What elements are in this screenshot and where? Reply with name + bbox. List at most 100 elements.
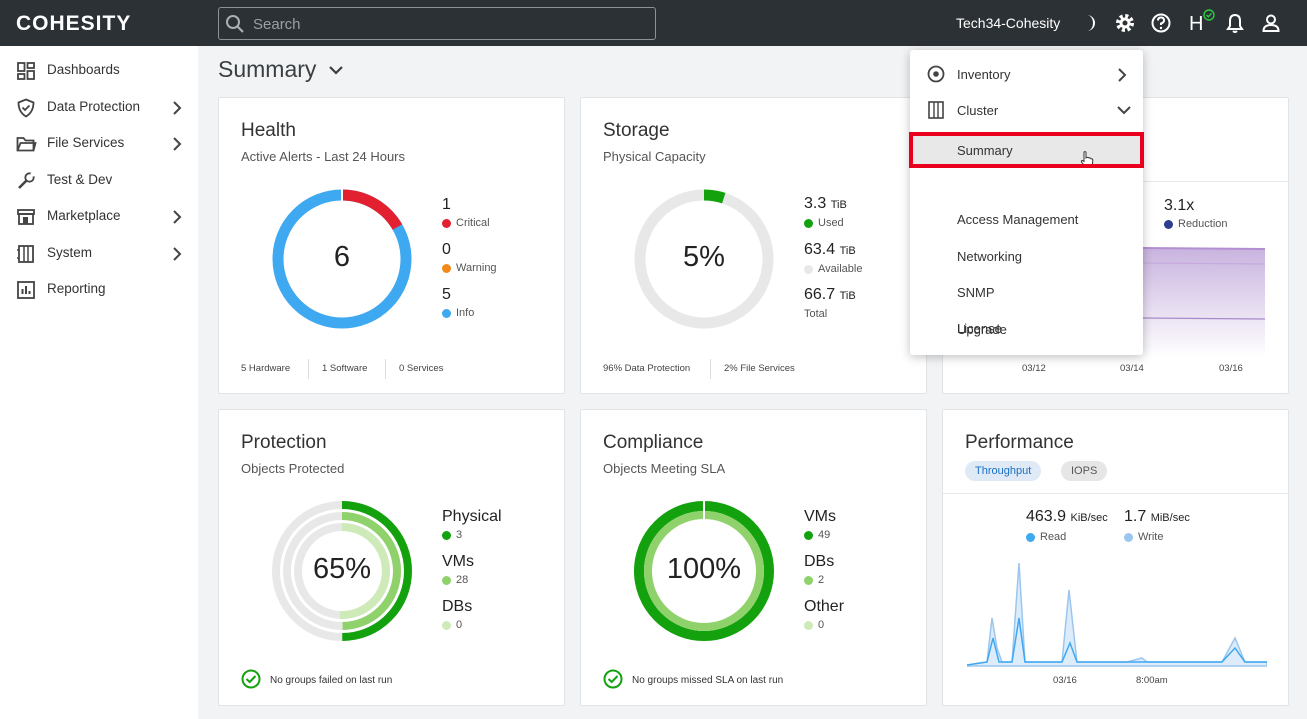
sidebar-item-label: Data Protection (47, 99, 141, 114)
read-series-line (967, 617, 1267, 666)
physical-name: Physical (442, 508, 502, 525)
page-title-text: Summary (218, 56, 317, 82)
tab-throughput[interactable]: Throughput (965, 461, 1042, 481)
moon-icon[interactable] (1078, 12, 1100, 34)
critical-label: Critical (442, 217, 490, 229)
chevron-down-icon (329, 66, 343, 75)
sidebar-item-label: File Services (47, 135, 125, 150)
read-throughput: 463.9 KiB/sec (1026, 508, 1108, 525)
search-icon (226, 15, 244, 33)
compliance-dbs-name: DBs (804, 553, 835, 570)
check-circle-icon (603, 669, 623, 689)
menu-item-networking[interactable]: Networking (910, 239, 1143, 273)
protection-percent: 65% (312, 553, 372, 585)
performance-xtick: 03/16 (1053, 675, 1077, 686)
reduction-value: 3.1x (1164, 197, 1195, 214)
dashboard-icon (17, 62, 35, 80)
gear-icon[interactable] (1114, 12, 1136, 34)
protection-vms-arc (283, 512, 401, 630)
storage-card[interactable]: Storage Physical Capacity 5% 3.3 TiB Use… (580, 97, 927, 394)
tab-iops[interactable]: IOPS (1061, 461, 1108, 481)
menu-item-label: Summary (957, 143, 1013, 158)
compliance-other-name: Other (804, 598, 845, 615)
search-box[interactable] (218, 7, 656, 40)
menu-item-label: SNMP (957, 285, 995, 300)
health-card[interactable]: Health Active Alerts - Last 24 Hours 6 1… (218, 97, 565, 394)
read-label: Read (1026, 531, 1066, 543)
protection-subtitle: Objects Protected (241, 461, 345, 476)
menu-item-label: Access Management (957, 212, 1079, 227)
summary-highlight-box (909, 132, 1144, 168)
bell-icon[interactable] (1224, 12, 1246, 34)
sidebar-item-label: Dashboards (47, 62, 120, 77)
health-icon[interactable]: H (1188, 9, 1215, 35)
warning-label: Warning (442, 262, 497, 274)
storage-total-value: 66.7 TiB (804, 286, 856, 303)
system-icon (17, 245, 34, 263)
storage-used-value: 3.3 TiB (804, 195, 847, 212)
sidebar-item-reporting[interactable]: Reporting (0, 275, 198, 305)
sidebar-item-file-services[interactable]: File Services (0, 129, 198, 159)
wrench-icon (18, 172, 35, 189)
protection-physical-arc (272, 501, 412, 641)
performance-title: Performance (965, 432, 1074, 453)
check-circle-icon (241, 669, 261, 689)
hardware-alerts[interactable]: 5 Hardware (241, 363, 291, 374)
menu-item-label: Networking (957, 249, 1023, 264)
help-icon[interactable] (1150, 12, 1172, 34)
folder-icon (16, 137, 37, 152)
services-alerts[interactable]: 0 Services (399, 363, 444, 374)
menu-item-upgrade[interactable]: Upgrade (910, 312, 1143, 346)
top-bar: COHESITY Tech34-Cohesity H (0, 0, 1307, 46)
health-total: 6 (333, 241, 351, 273)
protection-title: Protection (241, 432, 327, 453)
menu-item-label: Cluster (957, 103, 999, 118)
sidebar-item-test-dev[interactable]: Test & Dev (0, 166, 198, 196)
storage-total-label: Total (804, 308, 828, 320)
data-protection-share[interactable]: 96% Data Protection (603, 363, 691, 374)
storage-subtitle: Physical Capacity (603, 149, 706, 164)
menu-item-access-management[interactable]: Access Management (910, 202, 1143, 236)
sidebar-item-marketplace[interactable]: Marketplace (0, 202, 198, 232)
user-icon[interactable] (1260, 12, 1282, 34)
cohesity-logo[interactable]: COHESITY (16, 12, 132, 35)
storage-used-label: Used (804, 217, 844, 229)
protection-donut (272, 501, 412, 641)
dbs-name: DBs (442, 598, 473, 615)
health-letter: H (1189, 13, 1204, 35)
compliance-card[interactable]: Compliance Objects Meeting SLA 100% VMs … (580, 409, 927, 706)
sidebar-item-system[interactable]: System (0, 239, 198, 269)
chevron-right-icon (173, 101, 182, 115)
sidebar-item-dashboards[interactable]: Dashboards (0, 56, 198, 86)
sidebar-item-label: Marketplace (47, 208, 121, 223)
write-series-area (967, 562, 1267, 667)
compliance-vms-count: 49 (804, 529, 830, 541)
search-input[interactable] (253, 12, 648, 36)
info-label: Info (442, 307, 474, 319)
reduction-label: Reduction (1164, 218, 1228, 230)
menu-item-cluster[interactable]: Cluster (910, 93, 1143, 127)
storage-title: Storage (603, 120, 670, 141)
system-dropdown-menu: Inventory Cluster Access Management Netw… (910, 50, 1143, 355)
protection-card[interactable]: Protection Objects Protected 65% Physica… (218, 409, 565, 706)
menu-item-summary[interactable]: Summary (913, 136, 1140, 167)
performance-card[interactable]: Performance Throughput IOPS 463.9 KiB/se… (942, 409, 1289, 706)
compliance-percent: 100% (666, 553, 742, 585)
cluster-name[interactable]: Tech34-Cohesity (956, 15, 1061, 31)
health-donut (272, 188, 412, 329)
sidebar-item-label: System (47, 245, 93, 260)
physical-count: 3 (442, 529, 462, 541)
menu-item-label: Inventory (957, 67, 1011, 82)
compliance-other-count: 0 (804, 619, 824, 631)
info-count: 5 (442, 286, 451, 303)
sidebar-item-data-protection[interactable]: Data Protection (0, 93, 198, 123)
efficiency-xtick: 03/16 (1219, 363, 1243, 374)
menu-item-inventory[interactable]: Inventory (910, 57, 1143, 91)
software-alerts[interactable]: 1 Software (322, 363, 368, 374)
check-badge-icon (1203, 9, 1215, 21)
write-label: Write (1124, 531, 1163, 543)
page-title[interactable]: Summary (218, 56, 343, 83)
menu-item-snmp[interactable]: SNMP (910, 275, 1143, 309)
efficiency-area-chart (1143, 247, 1265, 358)
file-services-share[interactable]: 2% File Services (724, 363, 795, 374)
